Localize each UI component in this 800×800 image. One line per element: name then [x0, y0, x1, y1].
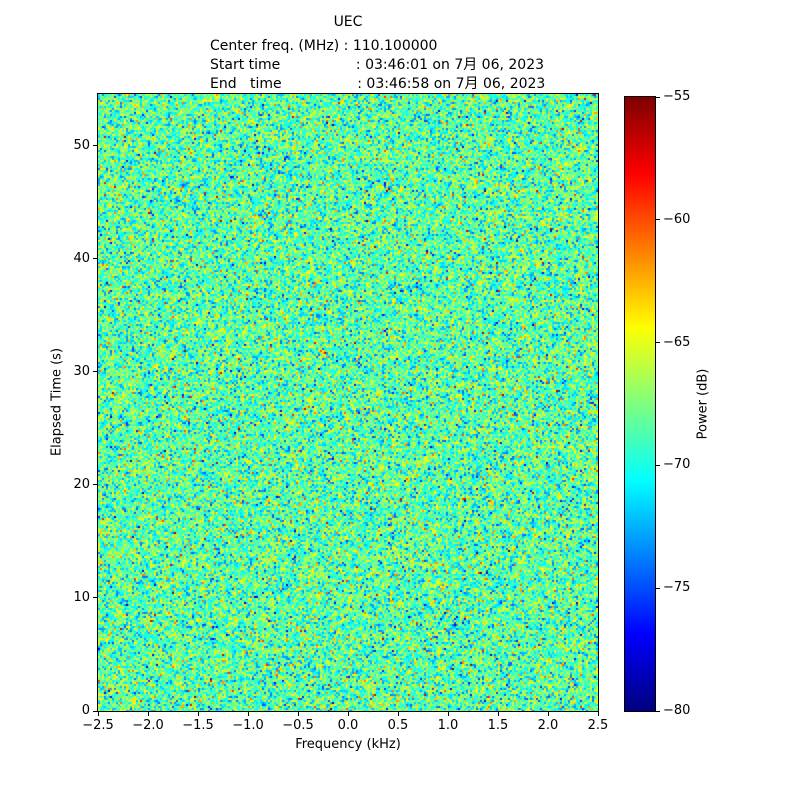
y-tick-label: 30: [73, 363, 90, 379]
colorbar-tick-label: −70: [663, 457, 691, 473]
x-tick-mark: [497, 712, 499, 716]
colorbar-tick-mark: [656, 342, 660, 344]
colorbar-tick-label: −75: [663, 580, 691, 596]
x-tick-mark: [247, 712, 249, 716]
x-tick-label: 0.0: [337, 718, 359, 733]
x-axis-label: Frequency (kHz): [295, 737, 401, 752]
colorbar-tick-mark: [656, 96, 660, 98]
y-tick-mark: [93, 597, 97, 599]
y-tick-label: 50: [73, 137, 90, 153]
x-tick-label: 2.5: [587, 718, 609, 733]
y-tick-mark: [93, 258, 97, 260]
colorbar-tick-mark: [656, 587, 660, 589]
x-tick-mark: [97, 712, 99, 716]
x-tick-label: −1.0: [232, 718, 264, 733]
colorbar-tick-mark: [656, 464, 660, 466]
y-tick-label: 10: [73, 589, 90, 605]
x-tick-mark: [147, 712, 149, 716]
x-tick-mark: [397, 712, 399, 716]
y-tick-mark: [93, 710, 97, 712]
y-tick-mark: [93, 484, 97, 486]
colorbar-tick-mark: [656, 710, 660, 712]
y-tick-label: 40: [73, 250, 90, 266]
x-tick-label: 1.5: [487, 718, 509, 733]
x-tick-label: −2.0: [132, 718, 164, 733]
x-tick-label: 0.5: [387, 718, 409, 733]
x-tick-label: −0.5: [282, 718, 314, 733]
heatmap-canvas: [98, 94, 598, 711]
x-tick-label: 2.0: [537, 718, 559, 733]
end-time-line: End time : 03:46:58 on 7月 06, 2023: [210, 76, 546, 92]
x-tick-mark: [547, 712, 549, 716]
colorbar-tick-label: −55: [663, 89, 691, 104]
colorbar-tick-label: −65: [663, 334, 691, 350]
x-tick-mark: [597, 712, 599, 716]
colorbar-label: Power (dB): [695, 368, 711, 440]
colorbar-canvas: [625, 97, 655, 711]
start-time-line: Start time : 03:46:01 on 7月 06, 2023: [210, 57, 545, 73]
colorbar-tick-label: −60: [663, 211, 691, 227]
plot-info-lines: Center freq. (MHz) : 110.100000 Start ti…: [210, 37, 545, 94]
x-tick-label: −1.5: [182, 718, 214, 733]
x-tick-label: −2.5: [82, 718, 114, 733]
y-tick-mark: [93, 145, 97, 147]
plot-title: UEC: [333, 14, 363, 30]
colorbar-tick-mark: [656, 219, 660, 221]
x-tick-label: 1.0: [437, 718, 459, 733]
x-tick-mark: [347, 712, 349, 716]
y-tick-label: 0: [81, 703, 90, 718]
x-tick-mark: [197, 712, 199, 716]
y-tick-label: 20: [73, 476, 90, 492]
x-tick-mark: [297, 712, 299, 716]
x-tick-mark: [447, 712, 449, 716]
y-tick-mark: [93, 371, 97, 373]
center-freq-line: Center freq. (MHz) : 110.100000: [210, 38, 438, 54]
colorbar-tick-label: −80: [663, 703, 691, 718]
